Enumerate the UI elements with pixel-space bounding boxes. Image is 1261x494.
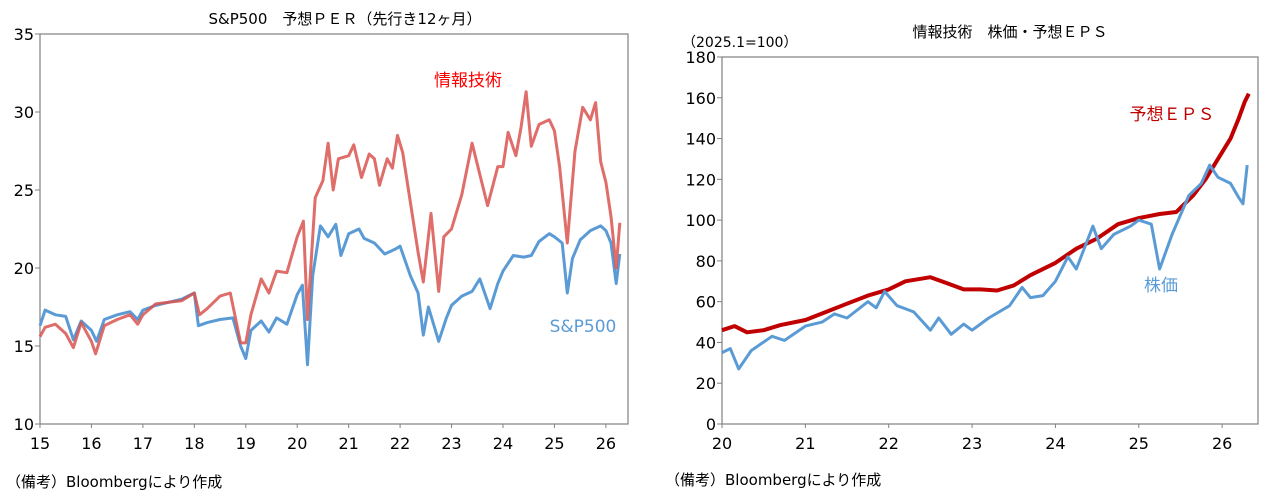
left-y-tick-label: 30 bbox=[14, 103, 34, 122]
left-x-tick-label: 16 bbox=[81, 434, 101, 453]
right-y-tick-label: 120 bbox=[685, 170, 716, 189]
left-x-tick-label: 19 bbox=[236, 434, 256, 453]
left-x-tick-label: 24 bbox=[493, 434, 513, 453]
left-series-line-red bbox=[38, 90, 622, 356]
right-source-note: （備考）Bloombergにより作成 bbox=[665, 471, 881, 489]
legend-label-eps: 予想ＥＰＳ bbox=[1130, 105, 1215, 125]
left-y-tick-label: 35 bbox=[14, 25, 34, 44]
right-y-tick-label: 140 bbox=[685, 130, 716, 149]
right-y-tick-label: 80 bbox=[696, 252, 716, 271]
left-y-tick-label: 15 bbox=[14, 337, 34, 356]
right-plot-frame bbox=[721, 56, 1259, 425]
right-y-tick-label: 180 bbox=[685, 48, 716, 67]
left-y-tick-label: 25 bbox=[14, 181, 34, 200]
left-x-tick-label: 25 bbox=[544, 434, 564, 453]
left-x-tick-label: 20 bbox=[287, 434, 307, 453]
left-chart-title: S&P500 予想ＰＥＲ（先行き12ヶ月） bbox=[209, 10, 482, 28]
right-y-tick-label: 20 bbox=[696, 374, 716, 393]
right-y-tick-label: 160 bbox=[685, 89, 716, 108]
right-y-unit-label: （2025.1=100） bbox=[682, 35, 797, 51]
left-plot-frame bbox=[39, 33, 629, 425]
right-chart-title: 情報技術 株価・予想ＥＰＳ bbox=[912, 23, 1107, 41]
right-x-tick-label: 25 bbox=[1129, 434, 1149, 453]
left-x-tick-label: 15 bbox=[30, 434, 50, 453]
right-x-tick-label: 20 bbox=[712, 434, 732, 453]
right-y-tick-label: 100 bbox=[685, 211, 716, 230]
right-y-tick-label: 40 bbox=[696, 333, 716, 352]
legend-label-price: 株価 bbox=[1144, 276, 1178, 296]
legend-label-it: 情報技術 bbox=[434, 71, 502, 91]
right-x-tick-label: 26 bbox=[1212, 434, 1232, 453]
left-series-line-blue bbox=[38, 222, 622, 367]
left-x-tick-label: 17 bbox=[133, 434, 153, 453]
left-source-note: （備考）Bloombergにより作成 bbox=[6, 473, 222, 491]
right-y-tick-label: 60 bbox=[696, 293, 716, 312]
left-x-tick-label: 21 bbox=[338, 434, 358, 453]
right-y-tick-label: 0 bbox=[706, 415, 716, 434]
left-y-tick-label: 10 bbox=[14, 415, 34, 434]
right-x-tick-label: 24 bbox=[1045, 434, 1065, 453]
right-x-tick-label: 23 bbox=[962, 434, 982, 453]
right-x-tick-label: 21 bbox=[795, 434, 815, 453]
left-x-tick-label: 18 bbox=[184, 434, 204, 453]
right-x-tick-label: 22 bbox=[879, 434, 899, 453]
left-x-tick-label: 23 bbox=[441, 434, 461, 453]
right-series-line-red bbox=[721, 92, 1251, 335]
left-x-tick-label: 22 bbox=[390, 434, 410, 453]
left-y-tick-label: 20 bbox=[14, 259, 34, 278]
left-x-tick-label: 26 bbox=[596, 434, 616, 453]
right-series-line-blue bbox=[721, 163, 1249, 371]
legend-label-sp500: S&P500 bbox=[550, 317, 617, 337]
